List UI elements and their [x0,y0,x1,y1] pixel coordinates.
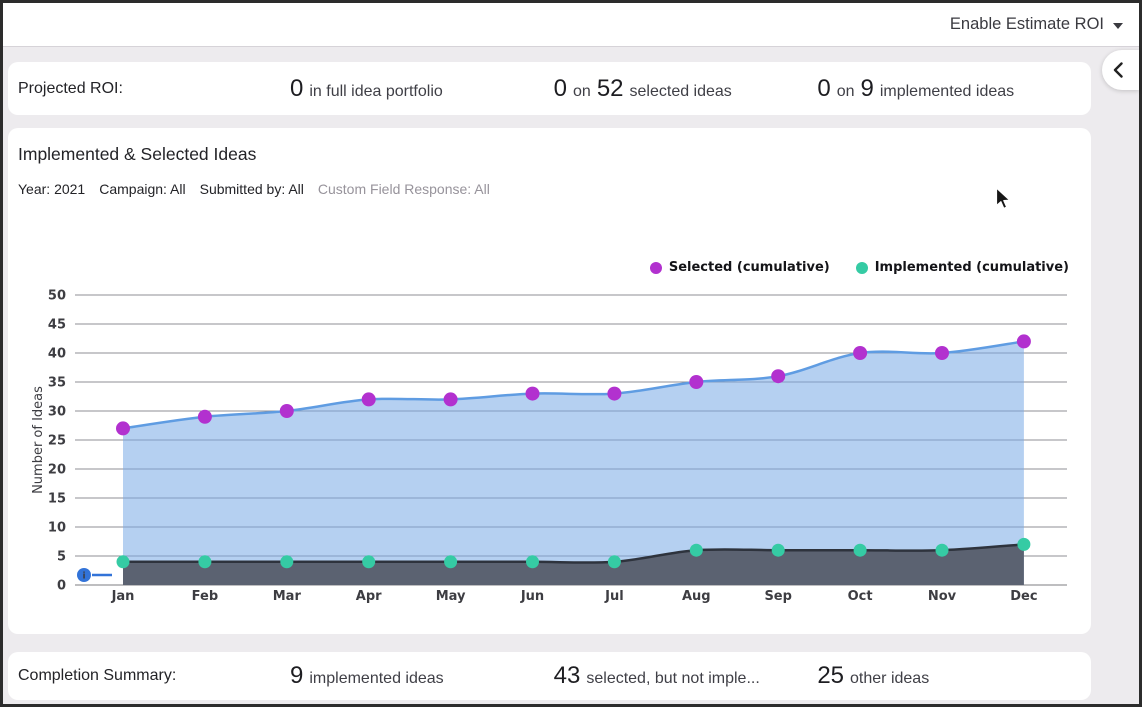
stat-segment: 52 [596,74,624,102]
stat-segment: 25 [817,662,845,689]
stat-segment: 0 [290,74,304,102]
projected-roi-card: Projected ROI: 0 in full idea portfolio 0… [8,62,1091,115]
selected-series-dot-icon [649,261,662,274]
stat-segment: 9 [860,74,874,102]
svg-text:5: 5 [57,550,66,565]
svg-text:30: 30 [48,405,66,420]
completion-summary-row: Completion Summary: 9 implemented ideas 4… [8,652,1091,700]
svg-text:Dec: Dec [1010,589,1037,604]
stat-segment: 0 [553,74,568,102]
svg-text:Feb: Feb [192,589,218,604]
legend-label-implemented: Implemented (cumulative) [874,260,1069,275]
svg-text:0: 0 [57,579,66,594]
top-bar: Enable Estimate ROI [3,3,1139,47]
enable-estimate-roi-label: Enable Estimate ROI [949,15,1104,33]
filter-item[interactable]: Campaign: All [99,181,186,197]
svg-text:35: 35 [48,376,66,391]
projected-roi-label: Projected ROI: [18,79,123,97]
stat-segment: selected, but not imple... [586,670,760,687]
svg-text:20: 20 [48,463,66,478]
legend-item-implemented[interactable]: Implemented (cumulative) [855,260,1069,275]
chart-title: Implemented & Selected Ideas [18,144,257,164]
svg-text:Jan: Jan [111,589,135,604]
stat-segment: other ideas [850,670,930,687]
svg-text:40: 40 [48,347,66,362]
stat-full-portfolio: 0 in full idea portfolio [290,75,554,103]
collapse-panel-tab[interactable] [1102,50,1139,90]
svg-text:10: 10 [48,521,66,536]
completion-summary-label: Completion Summary: [18,667,177,684]
stat-segment: on [836,82,855,100]
svg-text:Jul: Jul [604,589,624,604]
svg-text:Jun: Jun [520,589,544,604]
svg-text:Sep: Sep [764,589,792,604]
svg-text:Oct: Oct [848,589,873,604]
stat-selected-not-implemented: 43 selected, but not imple... [554,662,818,690]
svg-text:May: May [436,589,466,604]
stat-implemented-count: 9 implemented ideas [290,662,554,690]
stat-segment: 0 [817,74,831,102]
mouse-cursor-icon [995,187,1011,209]
svg-text:Mar: Mar [273,589,302,604]
caret-down-icon [1113,22,1123,29]
stat-selected-ideas: 0 on 52 selected ideas [554,75,818,103]
stat-segment: selected ideas [629,82,732,100]
svg-text:25: 25 [48,434,66,449]
svg-text:50: 50 [48,289,66,304]
stat-segment: on [573,82,591,100]
dashboard: Enable Estimate ROI Projected ROI: 0 in f… [3,3,1139,704]
svg-text:Apr: Apr [356,589,382,604]
completion-summary-card: Completion Summary: 9 implemented ideas 4… [8,652,1091,700]
stat-segment: implemented ideas [879,82,1015,100]
stat-implemented-ideas: 0 on 9 implemented ideas [817,75,1081,103]
legend-label-selected: Selected (cumulative) [668,260,830,275]
legend-item-selected[interactable]: Selected (cumulative) [649,260,830,275]
svg-text:15: 15 [48,492,66,507]
chevron-left-icon [1113,62,1123,78]
projected-roi-row: Projected ROI: 0 in full idea portfolio 0… [8,62,1091,115]
ideas-chart-card: 0 5 10 15 20 25 30 35 40 45 50 Number of Ideas Jan Fe… [8,128,1091,634]
filter-item[interactable]: Year: 2021 [18,181,86,197]
filter-item[interactable]: Submitted by: All [199,181,304,197]
ideas-area-chart: 0 5 10 15 20 25 30 35 40 45 50 Number of Ideas Jan Fe… [31,289,1067,604]
filter-item[interactable]: Custom Field Response: All [317,181,490,197]
svg-text:i: i [82,572,85,582]
stat-segment: 9 [290,662,304,689]
implemented-series-dot-icon [855,261,868,274]
stat-segment: 43 [553,662,581,689]
svg-text:Number of Ideas: Number of Ideas [31,386,46,494]
chart-legend: Selected (cumulative) Implemented (cumul… [649,260,1069,275]
svg-text:Nov: Nov [928,589,957,604]
stat-segment: in full idea portfolio [309,82,443,100]
chart-filter-row: Year: 2021 Campaign: All Submitted by: All… [18,181,490,197]
stat-other-ideas: 25 other ideas [817,662,1081,690]
stat-segment: implemented ideas [309,670,444,687]
enable-estimate-roi-dropdown[interactable]: Enable Estimate ROI [950,15,1123,34]
svg-text:Aug: Aug [682,589,711,604]
info-icon[interactable]: i [77,568,91,582]
svg-text:45: 45 [48,318,66,333]
